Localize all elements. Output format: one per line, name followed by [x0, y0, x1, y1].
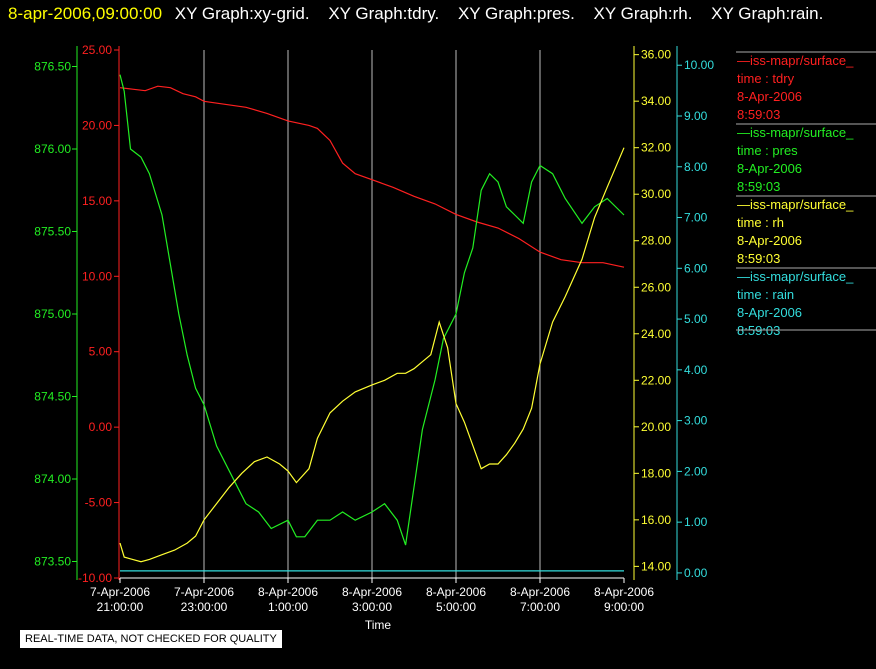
tdry-tick-label: 10.00: [82, 269, 112, 283]
legend-variable: time : tdry: [737, 71, 795, 86]
legend-series-name: —iss-mapr/surface_: [737, 269, 854, 284]
tdry-tick-label: 5.00: [89, 345, 113, 359]
tdry-tick-label: 25.00: [82, 43, 112, 57]
header-title-tdry: XY Graph:tdry.: [328, 4, 440, 23]
x-tick-time: 5:00:00: [436, 600, 476, 614]
header-title-rain: XY Graph:rain.: [711, 4, 824, 23]
pres-tick-label: 875.00: [34, 307, 71, 321]
pres-tick-label: 874.00: [34, 472, 71, 486]
rain-tick-label: 3.00: [684, 414, 708, 428]
rain-tick-label: 1.00: [684, 515, 708, 529]
header-bar: 8-apr-2006,09:00:00 XY Graph:xy-grid. XY…: [0, 0, 876, 28]
quality-notice: REAL-TIME DATA, NOT CHECKED FOR QUALITY: [20, 630, 282, 648]
header-title-pres: XY Graph:pres.: [457, 4, 575, 23]
series-line-rh: [119, 147, 625, 563]
pres-tick-label: 876.50: [34, 60, 71, 74]
legend-variable: time : rh: [737, 215, 784, 230]
rh-tick-label: 32.00: [641, 141, 671, 155]
x-tick-time: 9:00:00: [604, 600, 644, 614]
header-title-rh: XY Graph:rh.: [593, 4, 693, 23]
rh-tick-label: 16.00: [641, 513, 671, 527]
legend-date: 8-Apr-2006: [737, 305, 802, 320]
tdry-tick-label: -5.00: [85, 496, 113, 510]
x-tick-date: 8-Apr-2006: [426, 585, 486, 599]
x-tick-date: 8-Apr-2006: [342, 585, 402, 599]
x-tick-time: 1:00:00: [268, 600, 308, 614]
rain-tick-label: 4.00: [684, 363, 708, 377]
rain-tick-label: 7.00: [684, 211, 708, 225]
legend-time: 8:59:03: [737, 251, 780, 266]
legend-date: 8-Apr-2006: [737, 89, 802, 104]
tdry-tick-label: 20.00: [82, 118, 112, 132]
rain-tick-label: 2.00: [684, 464, 708, 478]
tdry-tick-label: -10.00: [78, 571, 112, 585]
rain-tick-label: 6.00: [684, 261, 708, 275]
rh-tick-label: 26.00: [641, 280, 671, 294]
rh-tick-label: 18.00: [641, 466, 671, 480]
pres-tick-label: 876.00: [34, 142, 71, 156]
legend-date: 8-Apr-2006: [737, 233, 802, 248]
legend-time: 8:59:03: [737, 107, 780, 122]
rh-tick-label: 34.00: [641, 94, 671, 108]
pres-tick-label: 874.50: [34, 390, 71, 404]
legend-variable: time : pres: [737, 143, 798, 158]
x-tick-time: 23:00:00: [181, 600, 228, 614]
pres-tick-label: 875.50: [34, 225, 71, 239]
x-tick-time: 3:00:00: [352, 600, 392, 614]
rh-tick-label: 24.00: [641, 327, 671, 341]
x-tick-date: 8-Apr-2006: [510, 585, 570, 599]
rain-tick-label: 0.00: [684, 566, 708, 580]
tdry-tick-label: 15.00: [82, 194, 112, 208]
x-tick-time: 21:00:00: [97, 600, 144, 614]
legend-series-name: —iss-mapr/surface_: [737, 125, 854, 140]
header-title-grid: XY Graph:xy-grid.: [174, 4, 310, 23]
x-axis-label: Time: [365, 618, 392, 632]
legend-series-name: —iss-mapr/surface_: [737, 197, 854, 212]
rh-tick-label: 14.00: [641, 559, 671, 573]
pres-tick-label: 873.50: [34, 555, 71, 569]
rain-tick-label: 8.00: [684, 160, 708, 174]
rh-tick-label: 22.00: [641, 373, 671, 387]
x-tick-date: 8-Apr-2006: [594, 585, 654, 599]
rain-tick-label: 5.00: [684, 312, 708, 326]
legend-time: 8:59:03: [737, 179, 780, 194]
x-tick-date: 7-Apr-2006: [90, 585, 150, 599]
rh-tick-label: 30.00: [641, 187, 671, 201]
rh-tick-label: 36.00: [641, 48, 671, 62]
legend-date: 8-Apr-2006: [737, 161, 802, 176]
rh-tick-label: 28.00: [641, 234, 671, 248]
rain-tick-label: 9.00: [684, 109, 708, 123]
rh-tick-label: 20.00: [641, 420, 671, 434]
rain-tick-label: 10.00: [684, 58, 714, 72]
x-tick-date: 8-Apr-2006: [258, 585, 318, 599]
header-timestamp: 8-apr-2006,09:00:00: [8, 4, 163, 23]
x-tick-date: 7-Apr-2006: [174, 585, 234, 599]
series-line-tdry: [119, 85, 625, 268]
legend-variable: time : rain: [737, 287, 794, 302]
tdry-tick-label: 0.00: [89, 420, 113, 434]
x-tick-time: 7:00:00: [520, 600, 560, 614]
series-line-pres: [119, 74, 625, 546]
legend-series-name: —iss-mapr/surface_: [737, 53, 854, 68]
